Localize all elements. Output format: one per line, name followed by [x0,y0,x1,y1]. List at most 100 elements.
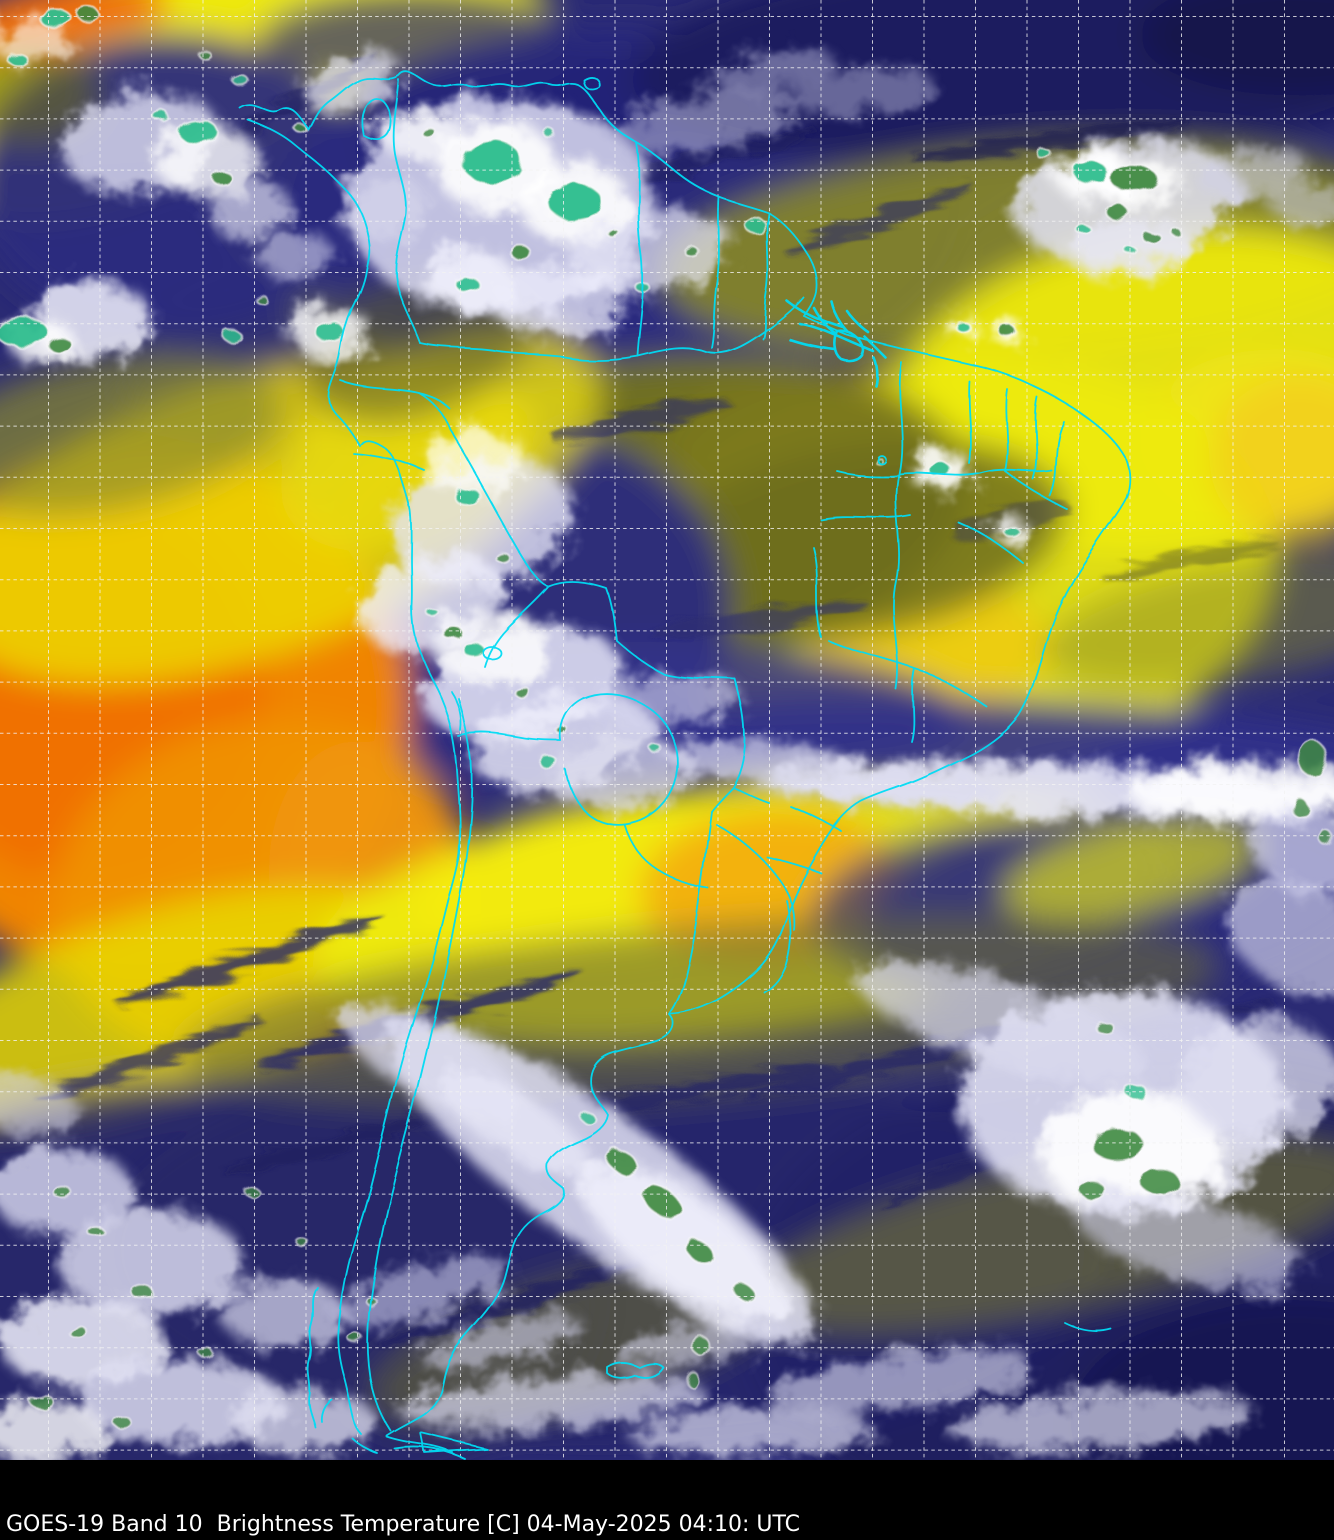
color-region [1140,0,1334,95]
cloud-mass [550,734,694,810]
border-paraguay-outline [559,693,680,827]
cloud-mass [0,18,70,62]
border-guyana-suriname [710,196,720,348]
border-uruguay-river [668,810,712,1015]
convective-core [494,551,510,563]
south-georgia-outline [1064,1322,1112,1332]
convective-core [547,182,603,222]
caption-bar: GOES-19 Band 10 Brightness Temperature [… [0,1460,1334,1540]
dark-streak [1101,539,1279,581]
convective-core [0,316,49,348]
convective-core [648,743,662,753]
dark-streak [651,601,869,639]
border-bolivia-chile [450,690,463,732]
convective-core [1003,526,1021,538]
cloud-mass [580,674,740,726]
cloud-mass [856,960,1148,1084]
map-borders-overlay [239,71,1132,1460]
border-peru-brazil [448,427,550,588]
convective-core [7,53,29,67]
color-region [0,45,100,145]
border-chile-argentina [367,698,473,1432]
convective-core [1291,797,1309,819]
convective-cell-layer [0,6,1333,1429]
convective-core [314,321,346,343]
convective-core [295,1237,309,1247]
convective-core [691,1334,709,1356]
convective-core [47,336,73,354]
cloud-mass [1180,1020,1334,1144]
convective-core [686,1371,700,1389]
cold-cloud-layer [0,18,1334,1460]
convective-core [684,246,700,258]
convective-core [76,6,100,22]
dark-streak [224,1105,476,1175]
convective-core [605,227,619,237]
lagoon-dos-patos [763,899,792,993]
cloud-mass [1227,877,1334,993]
convective-core [130,1284,154,1300]
cloud-mass [341,183,429,237]
cloud-mass [1270,185,1334,225]
convective-core [1078,1180,1106,1200]
dark-streak [911,118,1189,162]
amazon-river-delta [785,299,887,387]
brazil-state-borders [766,361,1068,874]
convective-core [231,74,249,86]
cloud-mass [378,106,462,158]
cloud-mass [0,1072,79,1138]
border-venezuela-colombia [392,79,422,345]
convective-core [420,126,436,138]
coastline-brazil-east [668,314,1132,1015]
convective-core [605,1147,639,1177]
coastline-argentina [386,1013,674,1437]
cloud-mass [771,1348,1033,1416]
convective-core [38,8,72,28]
convective-core [1142,231,1162,245]
convective-core [454,487,482,507]
convective-core [579,1110,597,1126]
border-brazil-argentina-misiones [710,786,770,812]
coastline-pacific [247,119,461,1436]
border-colombia-peru [418,392,450,429]
border-uruguay-brazil [715,823,796,931]
convective-core [1108,164,1158,192]
convective-core [462,642,486,658]
dark-streak [37,1018,263,1102]
convective-core [1095,1021,1115,1035]
border-ecuador-peru [352,452,426,472]
cloud-mass [255,233,335,277]
convective-core [222,329,242,343]
station-marker [876,454,886,464]
cloud-mass [1073,1190,1307,1290]
convective-core [87,1226,105,1238]
cloud-mass [220,1276,344,1348]
dark-streak [377,1252,663,1348]
convective-core [744,218,768,234]
convective-core [1091,1127,1145,1163]
cloud-mass [210,182,290,238]
convective-core [455,276,481,294]
cloud-mass [1200,149,1310,201]
border-guyana-venezuela [636,142,645,356]
cloud-mass [332,1258,512,1326]
convective-core [685,1239,715,1265]
color-region [1210,375,1334,545]
convective-core [1105,203,1129,221]
color-region [1042,551,1334,689]
convective-core [955,321,971,333]
convective-core [1297,739,1327,777]
border-paraguay-brazil [732,678,746,788]
trinidad-outline [582,75,601,90]
convective-core [997,324,1017,338]
caption-text: GOES-19 Band 10 Brightness Temperature [… [6,1512,801,1537]
convective-core [1074,222,1090,234]
convective-core [198,50,212,60]
tierra-del-fuego-channels [319,1398,488,1460]
cloud-mass [665,739,845,781]
cloud-mass [614,88,796,156]
cloud-mass [233,1390,377,1454]
cloud-mass [950,1390,1254,1454]
dark-streak [951,499,1069,541]
convective-core [441,624,463,640]
